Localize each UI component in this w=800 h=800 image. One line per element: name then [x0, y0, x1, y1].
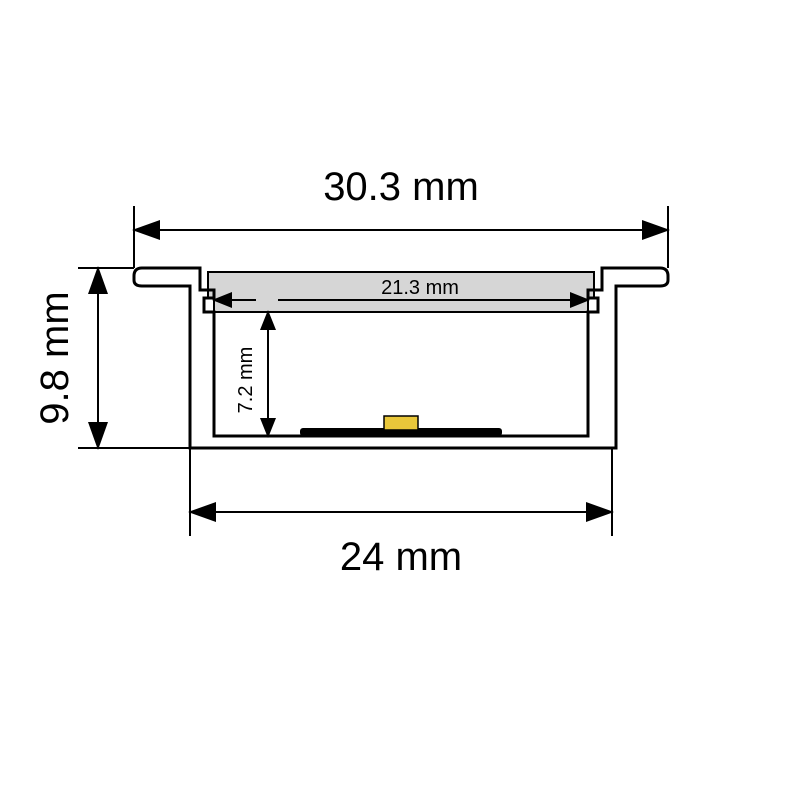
dim-inner-height: 7.2 mm	[235, 312, 280, 436]
dim-overall-height-label: 9.8 mm	[33, 291, 77, 424]
dim-body-width-label: 24 mm	[340, 535, 462, 579]
dim-inner-height-label: 7.2 mm	[235, 347, 257, 414]
technical-drawing: 30.3 mm 24 mm 9.8 mm 21.3 mm 7.2 mm	[0, 0, 800, 800]
dim-overall-width-label: 30.3 mm	[323, 165, 479, 209]
dim-overall-width: 30.3 mm	[134, 165, 668, 268]
dim-inner-width-label: 21.3 mm	[381, 277, 459, 299]
dim-body-width: 24 mm	[190, 448, 612, 579]
drawing-svg: 30.3 mm 24 mm 9.8 mm 21.3 mm 7.2 mm	[0, 0, 800, 800]
led-chip	[384, 416, 418, 430]
dim-overall-height: 9.8 mm	[33, 268, 190, 448]
